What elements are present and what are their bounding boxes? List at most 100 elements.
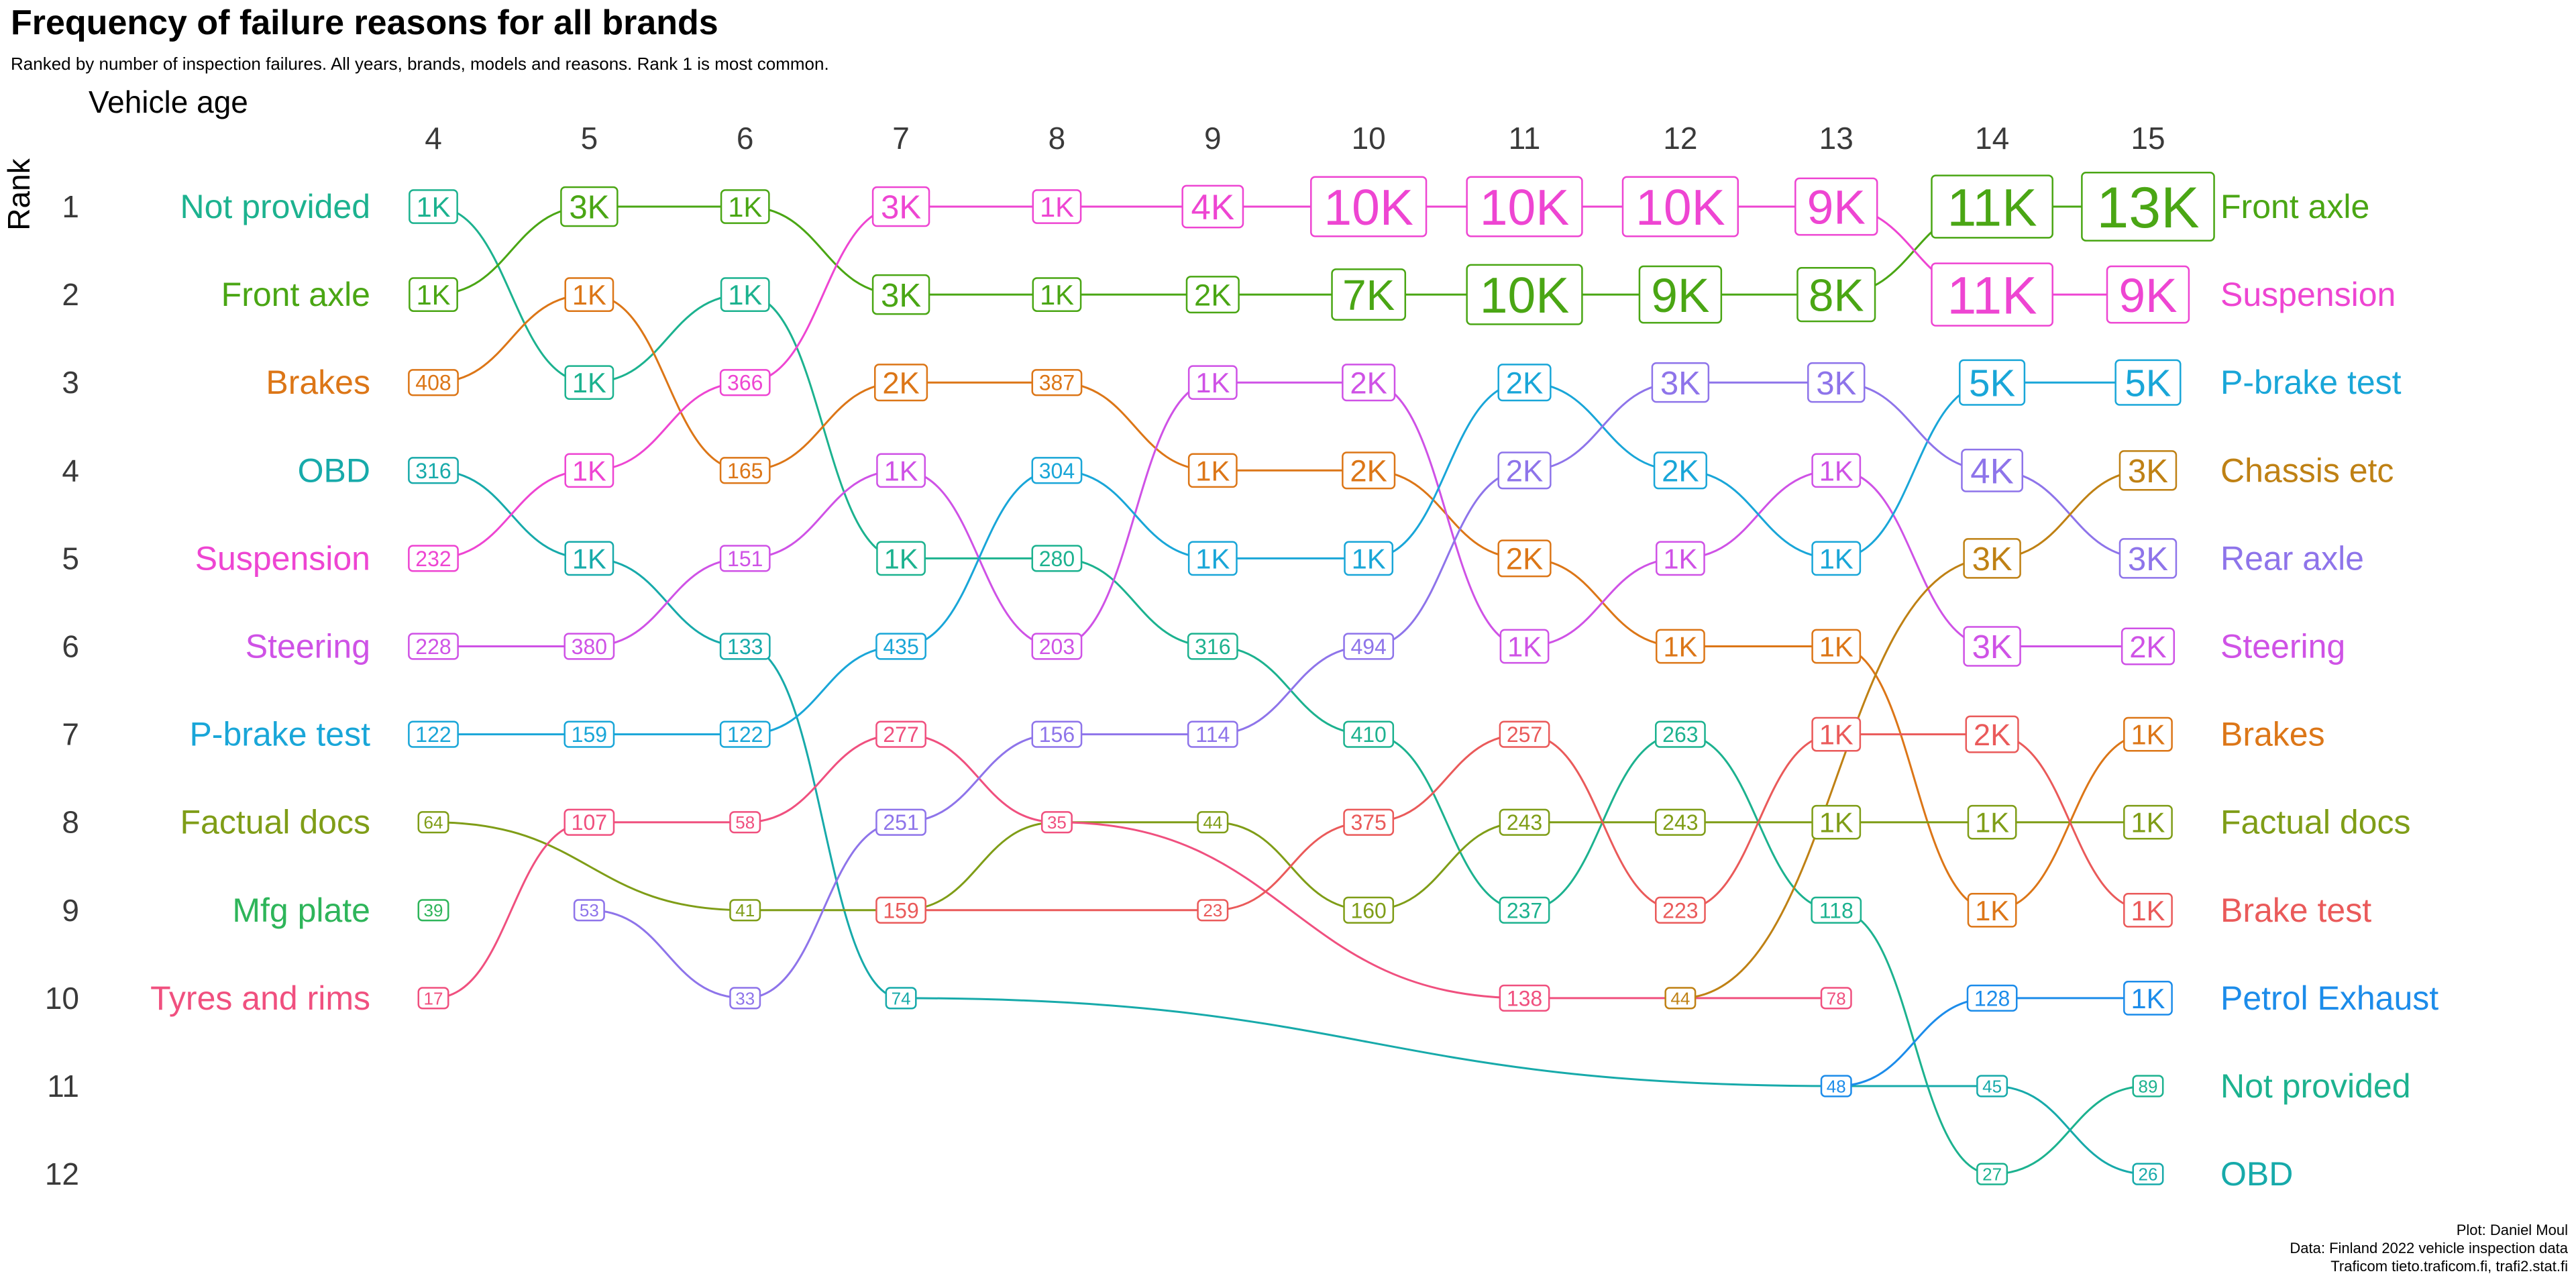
x-tick-label: 10 — [1352, 121, 1386, 156]
data-label: 10K — [1635, 179, 1725, 235]
data-label-box — [1197, 811, 1229, 834]
data-label-box — [1031, 457, 1083, 484]
data-label: 408 — [415, 371, 451, 395]
data-label: 263 — [1662, 722, 1698, 747]
data-label: 2K — [1662, 454, 1699, 488]
left-series-label: Brakes — [266, 364, 370, 401]
data-label: 165 — [727, 459, 763, 483]
data-label-box — [2132, 1075, 2164, 1097]
data-label: 1K — [572, 455, 606, 486]
data-label: 1K — [1040, 191, 1074, 223]
data-label-box — [1931, 262, 2053, 327]
data-label: 118 — [1819, 898, 1854, 922]
series-line — [1680, 469, 2148, 1000]
data-label: 9K — [2118, 269, 2177, 323]
data-label-box — [2114, 359, 2182, 406]
data-label-box — [1187, 633, 1238, 660]
left-series-label: Steering — [246, 628, 370, 665]
right-series-label: P-brake test — [2220, 364, 2402, 401]
data-label-box — [1638, 265, 1723, 324]
data-label-box — [1820, 1075, 1852, 1097]
left-series-label: Front axle — [221, 276, 370, 313]
data-label: 3K — [1972, 541, 2012, 578]
data-label: 1K — [2131, 719, 2165, 751]
data-label: 9K — [1651, 269, 1709, 323]
data-label-box — [1961, 448, 2023, 492]
data-label: 1K — [728, 191, 762, 223]
data-label-box — [2132, 1163, 2164, 1185]
data-label-box — [729, 899, 761, 922]
credit-line: Data: Finland 2022 vehicle inspection da… — [2290, 1240, 2568, 1256]
data-label: 33 — [735, 988, 755, 1008]
data-label-box — [408, 545, 459, 572]
data-label-box — [1466, 264, 1583, 325]
data-label: 48 — [1827, 1076, 1846, 1096]
data-label: 122 — [415, 722, 451, 747]
data-label: 375 — [1350, 810, 1386, 835]
x-tick-label: 5 — [581, 121, 598, 156]
data-label-box — [1310, 176, 1428, 237]
y-tick-label: 10 — [45, 981, 79, 1016]
data-label-box — [1181, 184, 1244, 229]
data-label-box — [1651, 362, 1710, 403]
data-label: 410 — [1350, 722, 1386, 747]
data-label-box — [560, 186, 619, 227]
data-label-box — [875, 808, 926, 836]
data-label: 2K — [1350, 366, 1387, 400]
data-label: 1K — [572, 543, 606, 574]
data-label-box — [1655, 541, 1705, 576]
data-label-box — [875, 896, 926, 924]
data-label-box — [408, 369, 459, 396]
data-label: 10K — [1480, 179, 1569, 235]
data-label: 35 — [1047, 812, 1067, 833]
data-label: 122 — [727, 722, 763, 747]
data-label-box — [719, 545, 771, 572]
data-label-box — [2121, 627, 2176, 665]
data-label-box — [1499, 808, 1550, 836]
data-label: 160 — [1350, 898, 1386, 922]
data-label: 1K — [884, 455, 918, 486]
right-series-label: Rear axle — [2220, 539, 2364, 577]
right-series-label: Brakes — [2220, 716, 2325, 753]
data-label: 1K — [1819, 455, 1854, 486]
data-label-box — [1499, 629, 1550, 664]
data-label: 53 — [580, 900, 599, 920]
data-label-box — [1342, 451, 1396, 490]
data-label-box — [1040, 811, 1073, 834]
y-tick-label: 1 — [62, 189, 79, 224]
data-label: 1K — [572, 367, 606, 398]
x-tick-label: 14 — [1975, 121, 2009, 156]
data-label: 9K — [1807, 181, 1866, 235]
y-tick-label: 3 — [62, 365, 79, 400]
data-label-box — [1031, 720, 1083, 748]
right-series-label: Chassis etc — [2220, 451, 2394, 489]
series-line — [433, 381, 2148, 648]
credits: Plot: Daniel Moul Data: Finland 2022 veh… — [2290, 1221, 2568, 1275]
data-label-box — [564, 720, 615, 748]
data-label: 1K — [1975, 807, 2009, 839]
data-label-box — [417, 811, 449, 834]
data-label: 13K — [2096, 176, 2199, 240]
data-label-box — [1655, 629, 1705, 664]
data-label-box — [1032, 189, 1082, 224]
data-label-box — [2123, 892, 2173, 928]
data-label-box — [719, 720, 771, 748]
data-label-box — [1031, 633, 1083, 660]
data-label-box — [1811, 896, 1862, 924]
data-label: 159 — [883, 898, 918, 922]
data-label: 251 — [883, 810, 918, 835]
data-label: 17 — [424, 988, 443, 1008]
series-line — [433, 381, 2148, 736]
data-label-box — [1967, 892, 2017, 928]
data-label: 223 — [1662, 898, 1698, 922]
right-series-label: Not provided — [2220, 1067, 2411, 1105]
x-tick-label: 12 — [1663, 121, 1697, 156]
data-label-box — [1497, 451, 1552, 490]
data-label: 2K — [1194, 278, 1232, 312]
data-label: 1K — [2131, 983, 2165, 1014]
data-label-box — [1931, 174, 2053, 239]
x-tick-label: 7 — [892, 121, 910, 156]
left-series-label: Suspension — [195, 539, 370, 577]
data-label: 23 — [1203, 900, 1222, 920]
data-label-box — [874, 364, 928, 402]
